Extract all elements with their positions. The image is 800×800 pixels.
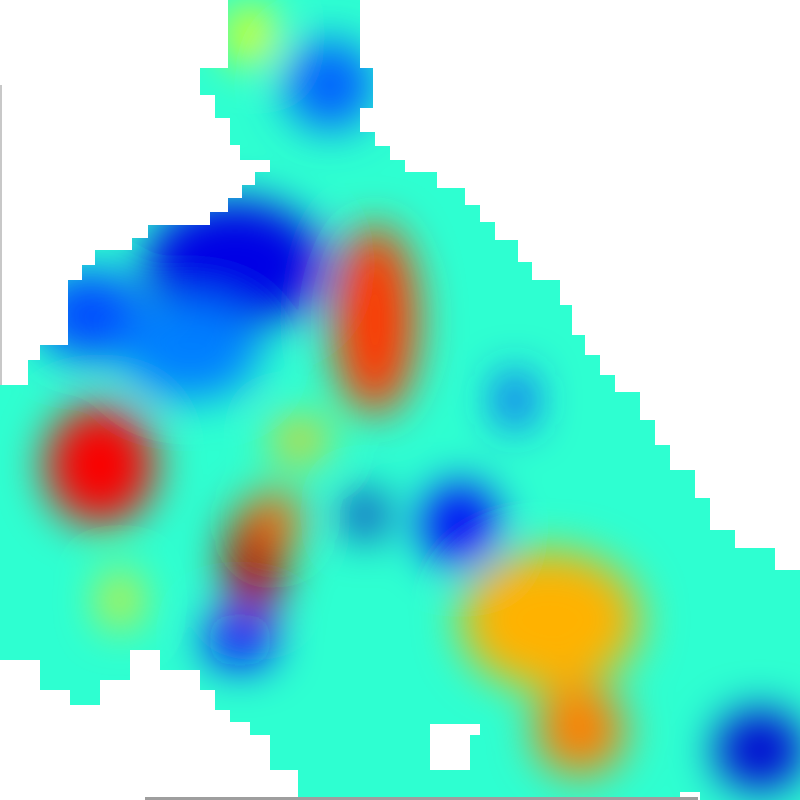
hotspot-high — [225, 5, 275, 65]
hotspot-low — [145, 200, 325, 330]
hotspot-high — [535, 685, 625, 775]
hotspot-low — [205, 612, 275, 668]
hotspot-low — [285, 40, 375, 130]
left-edge-line — [0, 85, 2, 385]
hotspot-low — [422, 483, 498, 567]
hotspot-high — [102, 572, 138, 628]
hotspot-high — [333, 225, 417, 415]
hotspot-low — [715, 710, 800, 790]
bottom-edge-line — [145, 797, 698, 800]
hotspot-high — [250, 490, 300, 550]
hotspot-low — [497, 372, 533, 428]
hotspot-high — [45, 405, 155, 525]
hotspot-high — [272, 420, 328, 460]
hotspot-low — [120, 300, 260, 400]
hotspot-high — [460, 550, 640, 690]
hotspot-low — [347, 490, 383, 540]
